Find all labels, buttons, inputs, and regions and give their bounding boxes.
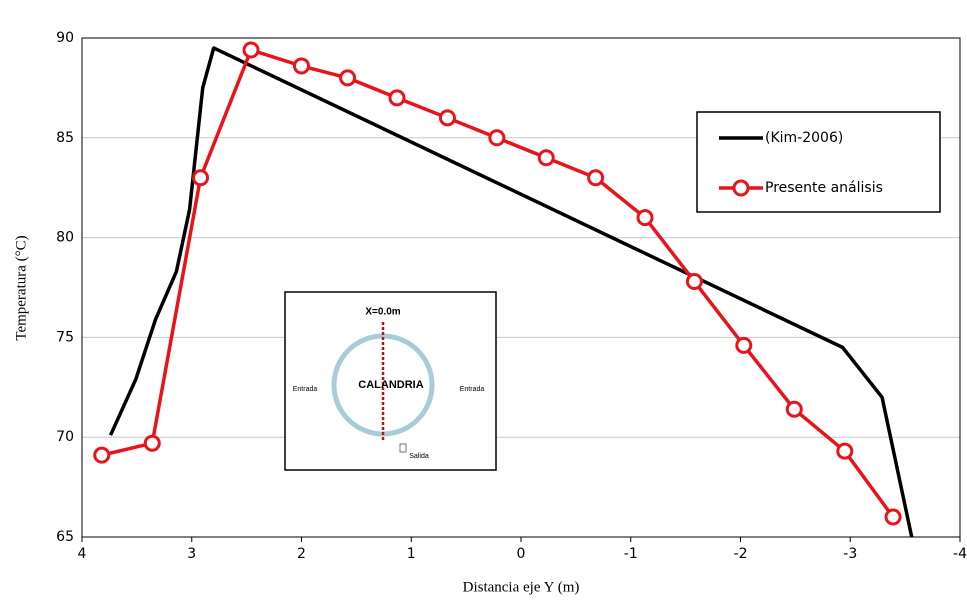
marker (242, 41, 260, 59)
marker (192, 169, 210, 187)
marker (438, 109, 456, 127)
inset-box (284, 291, 497, 471)
marker (488, 129, 506, 147)
x-tick-label: -1 (624, 546, 638, 562)
marker (339, 69, 357, 87)
x-axis-title: Distancia eje Y (m) (463, 579, 580, 595)
series-line (108, 46, 914, 538)
x-tick-label: 0 (517, 546, 526, 562)
inset: X=0.0m CALANDRIA Entrada Entrada Salida (284, 291, 497, 471)
inset-center: CALANDRIA (358, 379, 423, 391)
marker (685, 273, 703, 291)
marker (293, 57, 310, 75)
marker (537, 149, 555, 167)
legend-label: (Kim-2006) (765, 130, 843, 146)
marker (884, 508, 902, 526)
marker (836, 442, 854, 460)
legend: (Kim-2006) Presente análisis (696, 111, 941, 213)
x-tick-label: 4 (78, 546, 87, 562)
x-tick-label: -4 (953, 546, 967, 562)
inset-right: Entrada (460, 386, 485, 393)
x-tick-label: 1 (407, 546, 416, 562)
inset-bottom: Salida (409, 453, 429, 460)
marker (785, 400, 803, 418)
x-tick-label: -2 (734, 546, 748, 562)
x-tick-label: 3 (187, 546, 196, 562)
legend-marker (732, 179, 750, 197)
x-tick-label: 2 (297, 546, 306, 562)
inset-outlet (399, 443, 407, 453)
y-tick-label: 90 (56, 30, 74, 46)
y-tick-label: 75 (56, 329, 74, 345)
x-tick-label: -3 (843, 546, 857, 562)
inset-left: Entrada (293, 386, 318, 393)
marker (636, 209, 654, 227)
plot-frame (81, 37, 961, 538)
y-tick-label: 70 (56, 429, 74, 445)
marker (587, 169, 605, 187)
marker (735, 336, 753, 354)
y-tick-label: 65 (56, 529, 74, 545)
y-tick-label: 80 (56, 230, 74, 246)
inset-title: X=0.0m (365, 307, 400, 318)
legend-label: Presente análisis (765, 180, 883, 196)
y-axis-title: Temperatura (°C) (13, 235, 29, 340)
marker (388, 89, 406, 107)
y-tick-label: 85 (56, 130, 74, 146)
marker (93, 446, 111, 464)
marker (143, 434, 161, 452)
legend-box (696, 111, 941, 213)
